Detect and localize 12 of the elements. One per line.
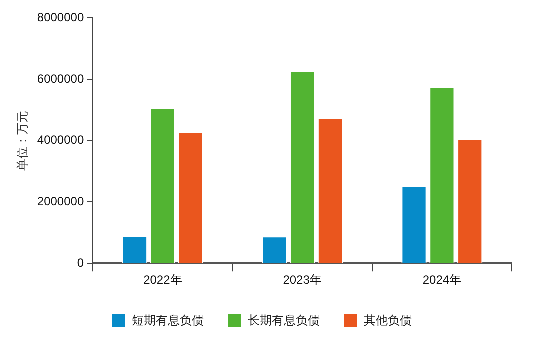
x-tick-label: 2022年	[144, 273, 182, 288]
x-tick-label: 2024年	[422, 273, 462, 288]
y-tick-label: 8000000	[37, 10, 84, 25]
x-tick-label: 2023年	[283, 273, 322, 288]
y-axis-title: 单位：万元	[16, 110, 30, 171]
legend-label: 短期有息负债	[132, 313, 204, 328]
y-tick-label: 6000000	[37, 72, 84, 86]
y-tick-label: 2000000	[37, 194, 84, 209]
legend-label: 其他负债	[364, 313, 412, 328]
legend-label: 长期有息负债	[248, 313, 320, 328]
y-tick-label: 0	[77, 256, 84, 270]
y-tick-label: 4000000	[37, 133, 84, 148]
